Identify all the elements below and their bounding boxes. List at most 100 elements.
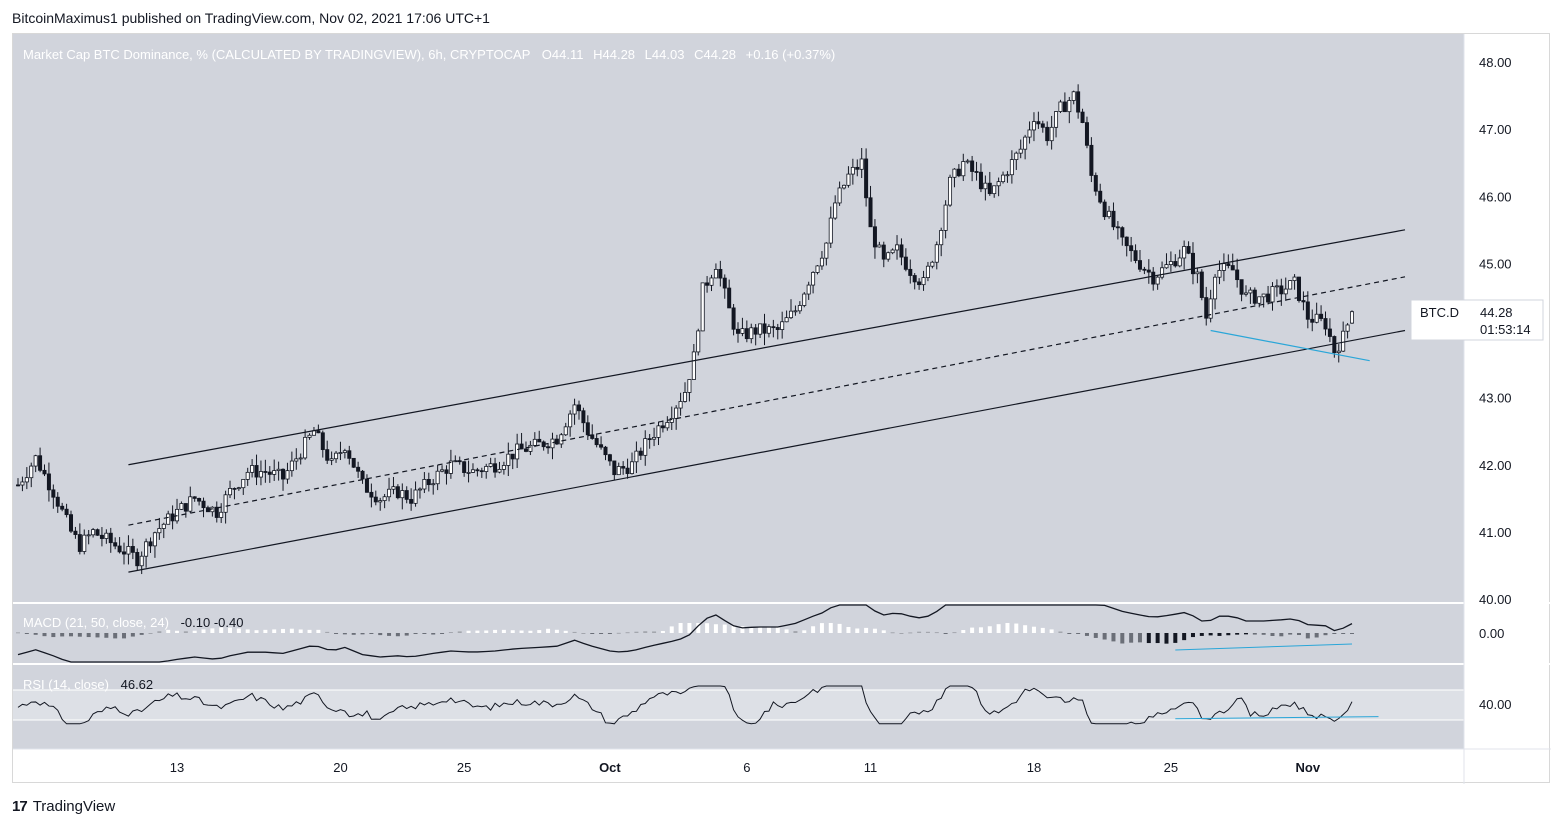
candle [444,469,449,474]
candle [1283,288,1288,295]
candle [550,438,555,449]
candle [86,534,91,537]
candle [60,505,65,510]
publisher-header: BitcoinMaximus1 published on TradingView… [12,10,490,26]
candle [523,448,528,452]
macd-histogram-bar [581,633,586,634]
candle [912,275,917,283]
candle [258,471,263,478]
channel-middle-line [128,276,1406,526]
candle [161,523,166,529]
candle [1027,129,1032,138]
candle [793,310,798,313]
macd-histogram-bar [528,630,533,633]
candle [753,327,758,335]
macd-histogram-bar [351,633,356,635]
candle [1182,246,1187,259]
macd-histogram-bar [652,631,657,633]
macd-histogram-bar [1155,633,1160,644]
candle [766,326,771,334]
candle [568,413,573,428]
candle [1054,111,1059,128]
candle [1341,330,1346,352]
candle [139,555,144,567]
macd-histogram-bar [590,633,595,634]
parallel-channel[interactable] [128,229,1406,573]
candle [1252,289,1257,304]
candle [170,513,175,522]
candle [157,528,162,534]
macd-histogram-bar [1314,633,1319,638]
macd-histogram-bar [970,627,975,633]
time-axis-tick: 25 [457,760,471,775]
macd-histogram-bar [1296,633,1301,636]
candle [1288,280,1293,290]
candle [846,173,851,186]
macd-histogram-bar [1031,626,1036,633]
time-axis[interactable]: 13 20 25 Oct 6 11 18 25 Nov [170,760,1321,775]
candle [417,488,422,491]
macd-histogram-bar [192,630,197,633]
time-axis-tick: Oct [599,760,621,775]
candle [1115,226,1120,229]
macd-histogram-bar [148,633,153,634]
rsi-y-tick: 40.00 [1479,697,1512,712]
candle [373,496,378,503]
chart-frame[interactable]: 48.0047.0046.0045.0044.0043.0042.0041.00… [12,33,1551,784]
macd-pane[interactable] [13,604,1464,663]
candle [307,434,312,438]
price-axis-tick: 42.00 [1479,458,1512,473]
candle [1001,174,1006,183]
macd-histogram-bar [846,627,851,633]
main-pane[interactable] [13,34,1464,602]
candle [939,230,944,246]
current-price-label[interactable]: BTC.D 44.28 01:53:14 [1410,299,1544,341]
candle [369,491,374,498]
macd-histogram-bar [1279,633,1284,637]
rsi-title-text: RSI (14, close) [23,677,109,692]
candle [466,471,471,474]
macd-histogram-bar [1111,633,1116,642]
candle [223,494,228,513]
candle [842,184,847,189]
candle [1155,276,1160,285]
candle [192,496,197,499]
candle [890,249,895,254]
candle [1058,101,1063,112]
candle [877,244,882,248]
macd-histogram-bar [1102,633,1107,640]
candle [1327,328,1332,337]
candle [819,257,824,267]
candle [934,244,939,263]
candle [784,317,789,323]
candle [713,268,718,279]
candle [996,181,1001,187]
candle [475,469,480,472]
candle [316,430,321,434]
candle [718,268,723,279]
candle [1314,313,1319,323]
candle [1213,276,1218,300]
channel-lower-line [128,329,1406,573]
candle [188,496,193,512]
candle [422,479,427,490]
footer-brand[interactable]: 17 TradingView [12,798,115,815]
candle [488,463,493,467]
candle [462,461,467,473]
candle [952,168,957,178]
candle [214,506,219,518]
candle [532,438,537,446]
macd-histogram-bar [678,623,683,633]
candle [1190,252,1195,275]
candle [1301,300,1306,303]
chart-canvas[interactable]: 48.0047.0046.0045.0044.0043.0042.0041.00… [13,34,1551,784]
macd-histogram-bar [404,633,409,636]
candle [806,284,811,295]
candle [1274,285,1279,288]
candle [219,511,224,518]
candle [1323,318,1328,330]
macd-histogram-bar [440,633,445,634]
price-axis[interactable]: 48.0047.0046.0045.0044.0043.0042.0041.00… [1479,55,1512,607]
candle [674,407,679,419]
candle [599,444,604,448]
